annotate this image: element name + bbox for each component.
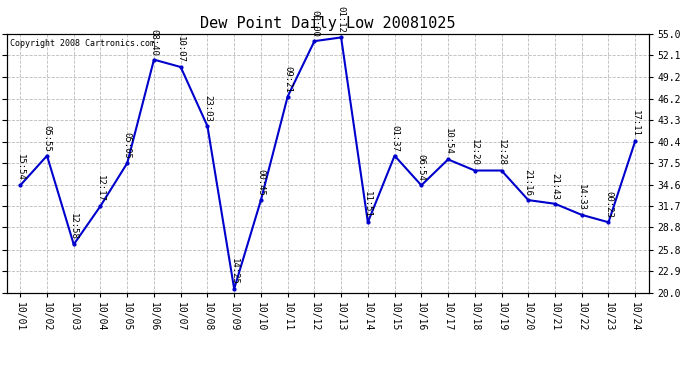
Text: 11:51: 11:51 [364,191,373,218]
Text: 01:12: 01:12 [337,6,346,33]
Text: 05:05: 05:05 [123,132,132,159]
Text: 21:43: 21:43 [551,173,560,200]
Text: 00:00: 00:00 [310,10,319,37]
Text: 06:54: 06:54 [417,154,426,181]
Text: 15:54: 15:54 [16,154,25,181]
Text: Copyright 2008 Cartronics.com: Copyright 2008 Cartronics.com [10,39,155,48]
Title: Dew Point Daily Low 20081025: Dew Point Daily Low 20081025 [200,16,455,31]
Text: 00:45: 00:45 [257,169,266,196]
Text: 10:54: 10:54 [444,128,453,155]
Text: 12:17: 12:17 [96,175,105,202]
Text: 00:23: 00:23 [604,191,613,218]
Text: 14:33: 14:33 [578,184,586,211]
Text: 10:07: 10:07 [176,36,185,63]
Text: 12:20: 12:20 [471,140,480,166]
Text: 12:58: 12:58 [69,213,78,240]
Text: 01:37: 01:37 [390,125,399,152]
Text: 05:55: 05:55 [43,125,52,152]
Text: 08:40: 08:40 [150,28,159,56]
Text: 17:11: 17:11 [631,110,640,137]
Text: 23:03: 23:03 [203,95,212,122]
Text: 12:28: 12:28 [497,140,506,166]
Text: 09:21: 09:21 [283,66,292,92]
Text: 14:25: 14:25 [230,258,239,285]
Text: 21:16: 21:16 [524,169,533,196]
